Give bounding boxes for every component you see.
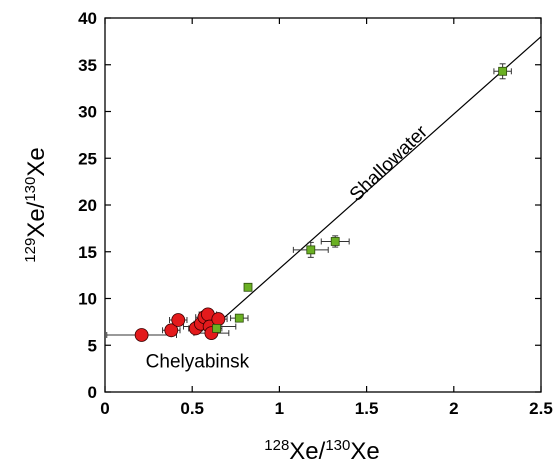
x-tick-label: 0	[100, 399, 109, 418]
annotation-chelyabinsk: Chelyabinsk	[146, 352, 250, 373]
x-tick-label: 2	[449, 399, 458, 418]
y-tick-label: 5	[88, 336, 97, 355]
y-tick-label: 15	[78, 243, 97, 262]
y-tick-label: 10	[78, 290, 97, 309]
data-point-square	[212, 324, 222, 333]
data-point-circle	[211, 312, 226, 326]
x-tick-label: 0.5	[180, 399, 204, 418]
data-point-square	[498, 66, 508, 76]
data-point-circle	[171, 313, 186, 327]
y-axis-label: 129Xe/130Xe	[22, 147, 50, 262]
trendline	[217, 36, 542, 324]
y-tick-label: 30	[78, 103, 97, 122]
x-tick-label: 2.5	[529, 399, 553, 418]
x-tick-label: 1	[275, 399, 284, 418]
data-point-square	[243, 282, 253, 292]
y-tick-label: 25	[78, 149, 97, 168]
x-tick-label: 1.5	[355, 399, 379, 418]
data-point-circle	[164, 323, 179, 338]
data-point-circle	[134, 328, 149, 342]
axes: 0 0.5 1 1.5 2 2.5 0 5 10 15 20 25 30 35 40	[78, 9, 553, 418]
data-point-square	[306, 245, 316, 255]
x-axis-label: 128Xe/130Xe	[264, 437, 379, 465]
y-tick-label: 35	[78, 56, 97, 75]
plot-area: Shallowater Chelyabinsk	[106, 36, 542, 373]
y-tick-label: 0	[88, 383, 97, 402]
data-point-square	[330, 237, 340, 246]
y-tick-label: 40	[78, 9, 97, 28]
y-tick-label: 20	[78, 196, 97, 215]
data-point-square	[234, 313, 244, 323]
annotation-shallowater: Shallowater	[346, 121, 432, 206]
